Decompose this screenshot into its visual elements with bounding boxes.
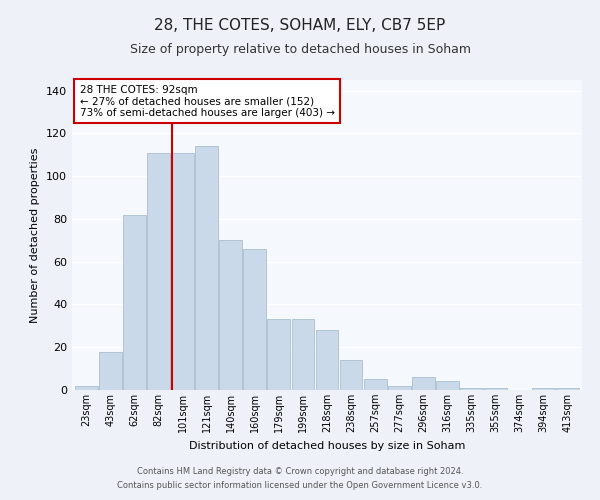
Bar <box>460 388 483 390</box>
Text: 28 THE COTES: 92sqm
← 27% of detached houses are smaller (152)
73% of semi-detac: 28 THE COTES: 92sqm ← 27% of detached ho… <box>80 84 335 118</box>
Bar <box>340 360 362 390</box>
Text: Contains public sector information licensed under the Open Government Licence v3: Contains public sector information licen… <box>118 481 482 490</box>
Bar <box>388 386 410 390</box>
Text: 28, THE COTES, SOHAM, ELY, CB7 5EP: 28, THE COTES, SOHAM, ELY, CB7 5EP <box>154 18 446 32</box>
Bar <box>171 152 194 390</box>
Bar <box>147 152 170 390</box>
Bar <box>268 320 290 390</box>
Bar <box>99 352 122 390</box>
Bar <box>316 330 338 390</box>
Bar <box>220 240 242 390</box>
Bar <box>244 249 266 390</box>
Text: Size of property relative to detached houses in Soham: Size of property relative to detached ho… <box>130 42 470 56</box>
Bar <box>412 377 434 390</box>
X-axis label: Distribution of detached houses by size in Soham: Distribution of detached houses by size … <box>189 440 465 450</box>
Y-axis label: Number of detached properties: Number of detached properties <box>31 148 40 322</box>
Bar <box>123 214 146 390</box>
Bar <box>75 386 98 390</box>
Bar <box>532 388 555 390</box>
Bar <box>195 146 218 390</box>
Text: Contains HM Land Registry data © Crown copyright and database right 2024.: Contains HM Land Registry data © Crown c… <box>137 467 463 476</box>
Bar <box>364 380 386 390</box>
Bar <box>436 382 459 390</box>
Bar <box>292 320 314 390</box>
Bar <box>556 388 579 390</box>
Bar <box>484 388 507 390</box>
